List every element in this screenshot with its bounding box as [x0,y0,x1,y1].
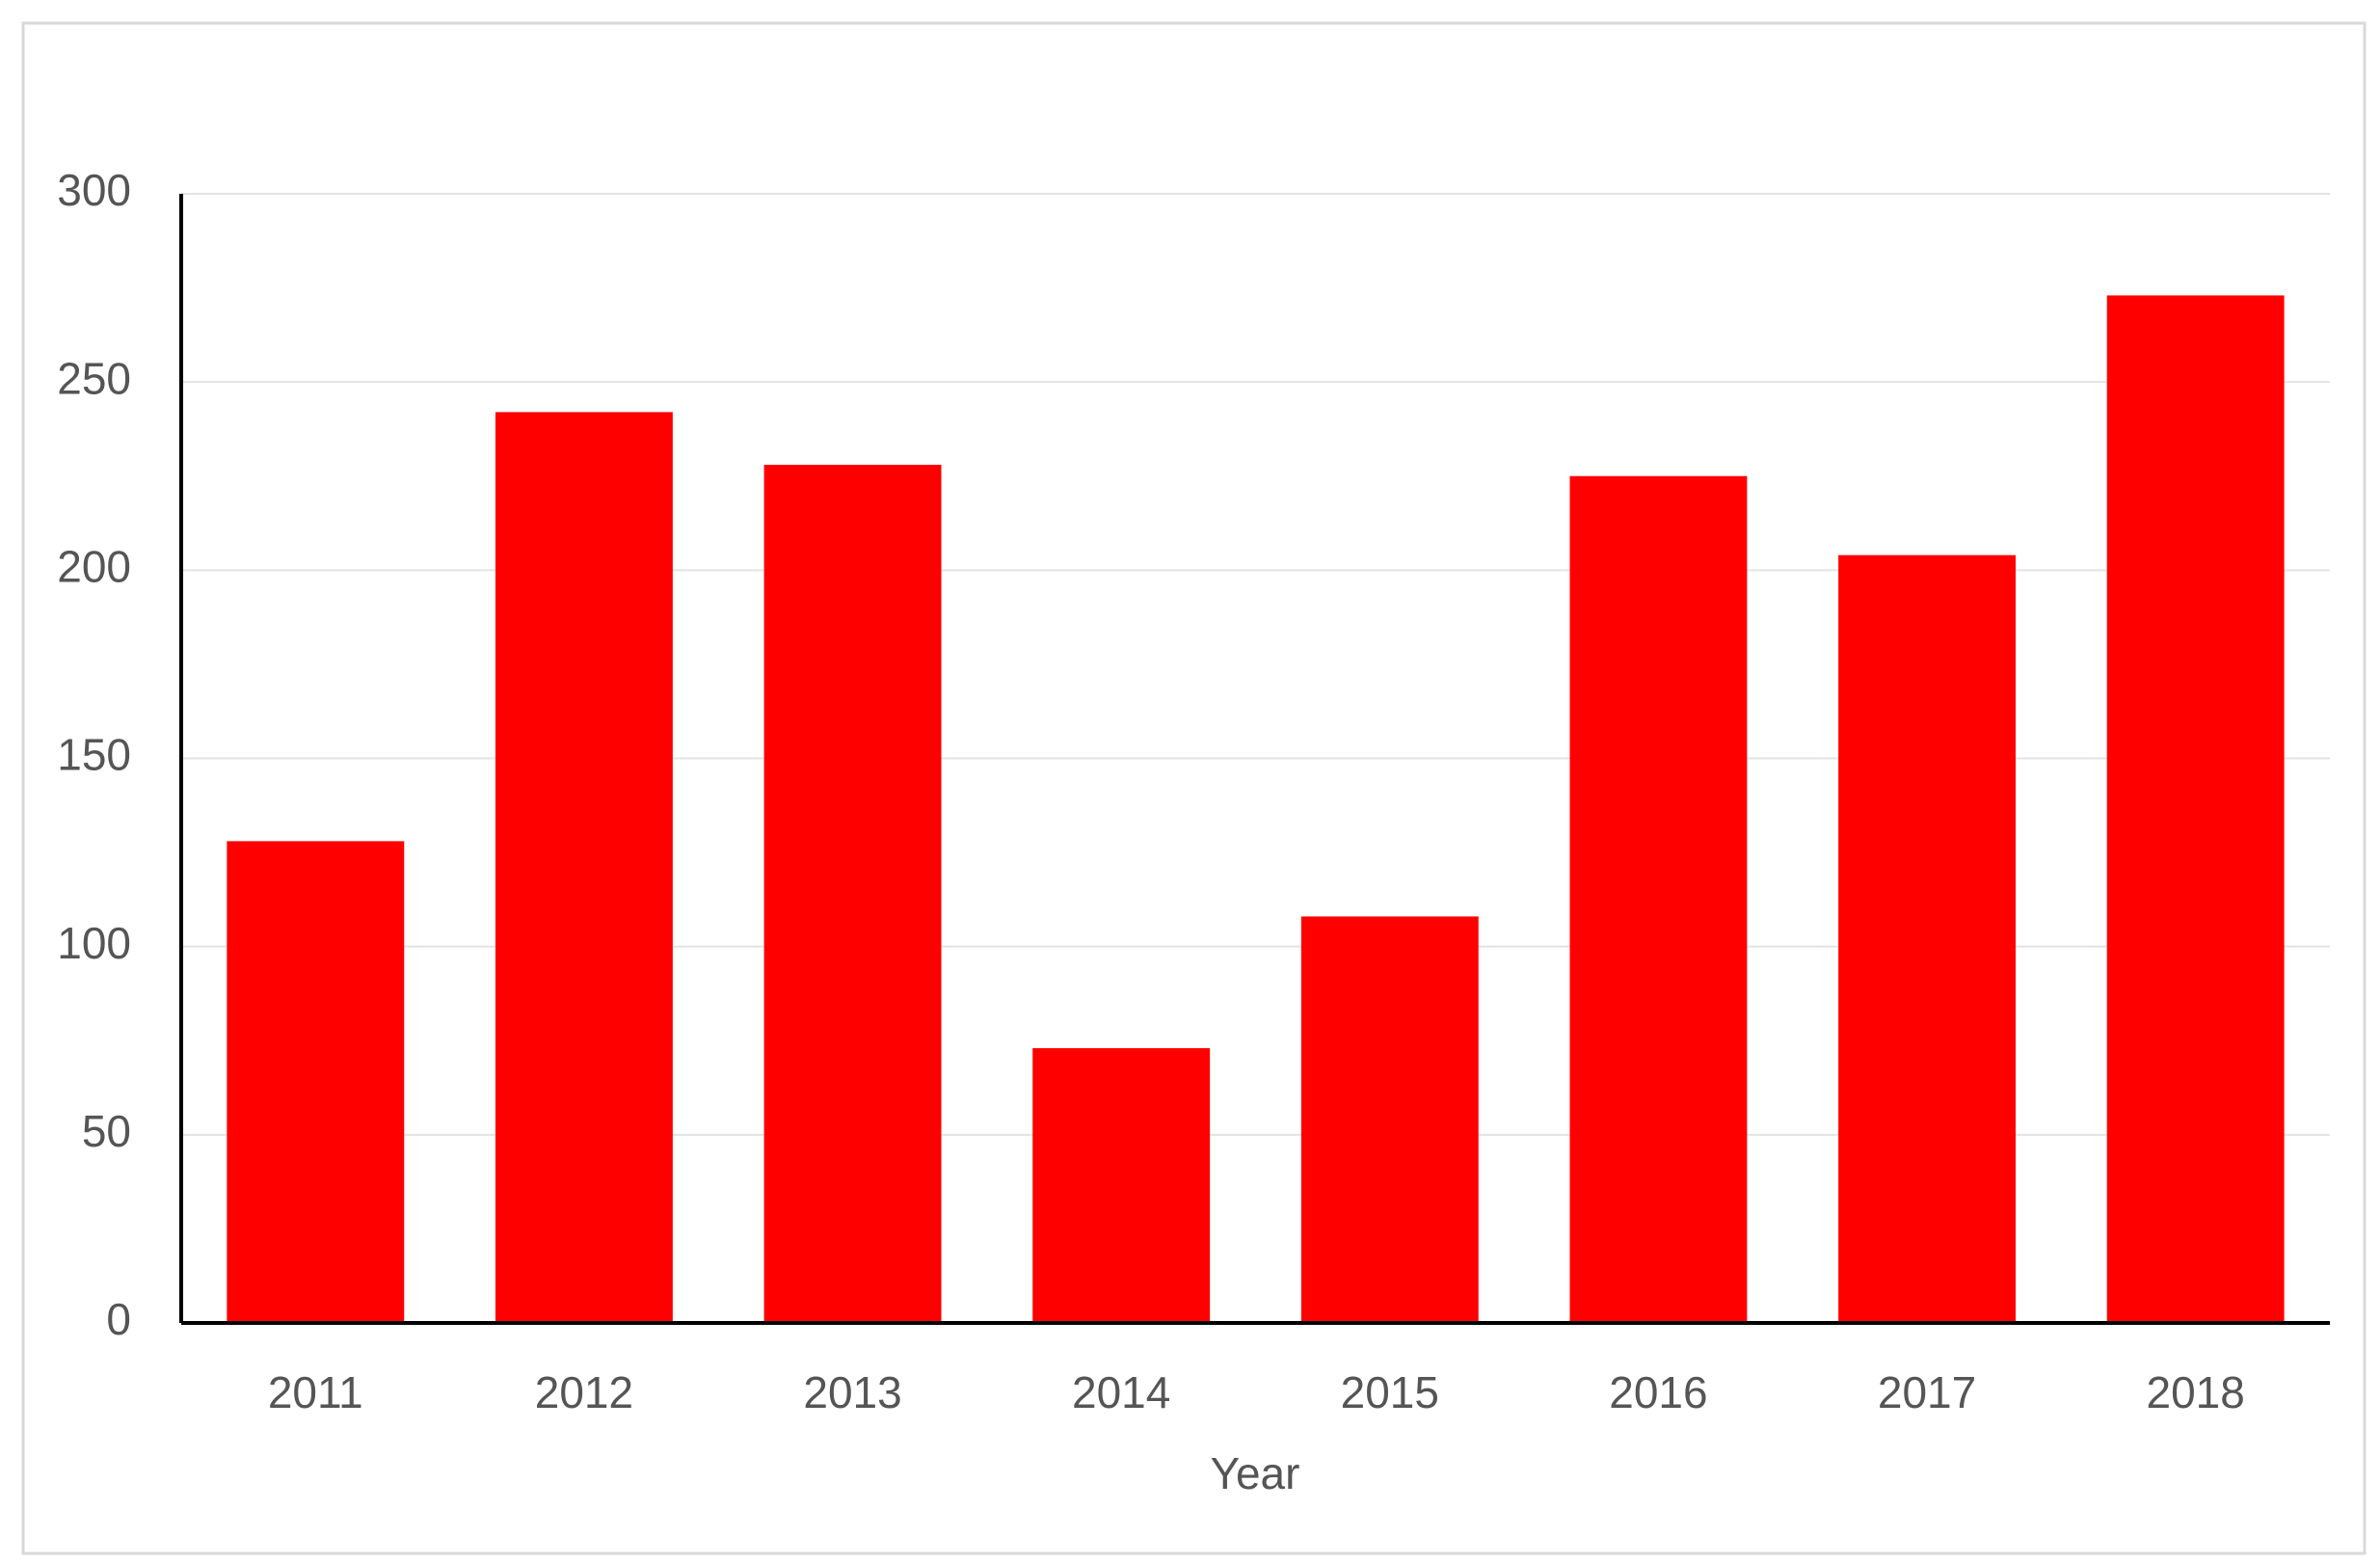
x-tick-label: 2017 [1878,1367,1976,1417]
bar [1838,554,2017,1323]
x-tick-label: 2013 [803,1367,901,1417]
y-tick-label: 300 [57,165,131,215]
x-tick-label: 2018 [2147,1367,2245,1417]
bar [2106,295,2285,1323]
y-tick-label: 250 [57,353,131,403]
x-tick-label: 2016 [1609,1367,1707,1417]
x-tick-label: 2012 [535,1367,633,1417]
x-tick-label: 2014 [1072,1367,1170,1417]
y-tick-label: 150 [57,730,131,780]
bar [1032,1048,1211,1323]
y-tick-label: 0 [106,1294,131,1344]
x-tick-label: 2011 [268,1367,363,1417]
x-axis-label: Year [1211,1448,1300,1498]
bar [227,841,405,1323]
x-tick-label: 2015 [1341,1367,1439,1417]
y-tick-label: 50 [82,1106,131,1156]
y-tick-label: 200 [57,541,131,591]
bar [1569,475,1748,1323]
bar [1300,916,1479,1323]
bar [495,412,673,1324]
y-tick-label: 100 [57,918,131,968]
bar [763,465,942,1323]
